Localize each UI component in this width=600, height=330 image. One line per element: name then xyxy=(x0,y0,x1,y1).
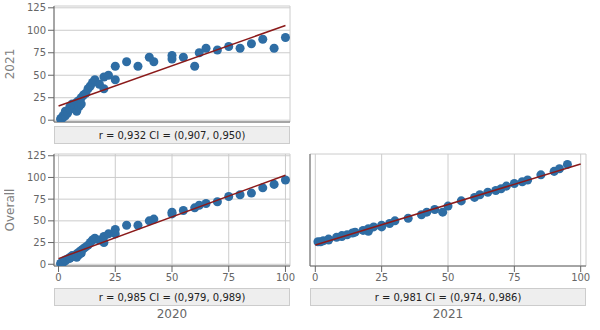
svg-text:0: 0 xyxy=(55,272,61,283)
svg-text:25: 25 xyxy=(109,272,122,283)
svg-text:50: 50 xyxy=(166,272,179,283)
html-text:2020: 2020 xyxy=(156,307,188,321)
svg-text:75: 75 xyxy=(508,272,521,283)
svg-text:2021: 2021 xyxy=(8,49,17,80)
html-text:2021: 2021 xyxy=(432,307,464,321)
svg-text:25: 25 xyxy=(33,92,46,103)
svg-text:50: 50 xyxy=(33,215,46,226)
svg-text:25: 25 xyxy=(33,237,46,248)
svg-text:50: 50 xyxy=(442,272,455,283)
svg-text:75: 75 xyxy=(33,194,46,205)
svg-text:100: 100 xyxy=(27,172,46,183)
svg-text:0: 0 xyxy=(40,259,46,270)
svg-text:0: 0 xyxy=(40,115,46,126)
html-text:r = 0,985 CI = (0,979, 0,989): r = 0,985 CI = (0,979, 0,989) xyxy=(98,292,246,303)
svg-text:100: 100 xyxy=(27,25,46,36)
svg-text:100: 100 xyxy=(571,272,590,283)
html-text:r = 0,932 CI = (0,907, 0,950): r = 0,932 CI = (0,907, 0,950) xyxy=(98,130,246,141)
html-text:r = 0,981 CI = (0,974, 0,986): r = 0,981 CI = (0,974, 0,986) xyxy=(374,292,522,303)
svg-text:75: 75 xyxy=(222,272,235,283)
svg-text:125: 125 xyxy=(27,2,46,13)
svg-text:125: 125 xyxy=(27,150,46,161)
svg-text:Overall: Overall xyxy=(8,189,17,232)
svg-text:100: 100 xyxy=(276,272,295,283)
svg-text:25: 25 xyxy=(375,272,388,283)
svg-text:50: 50 xyxy=(33,70,46,81)
svg-text:75: 75 xyxy=(33,47,46,58)
svg-text:0: 0 xyxy=(312,272,318,283)
